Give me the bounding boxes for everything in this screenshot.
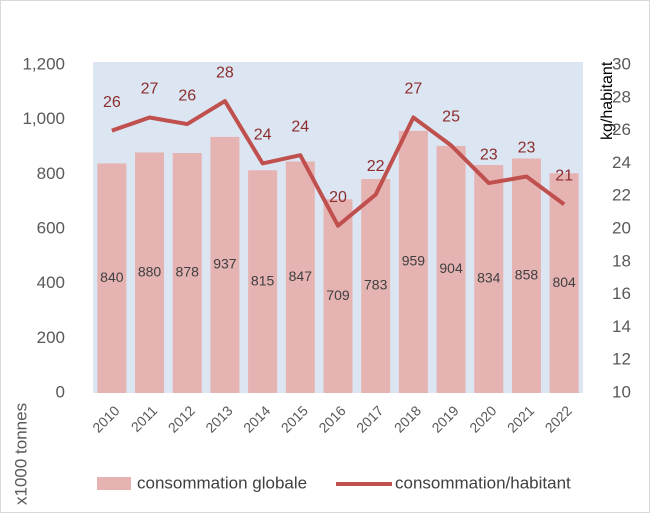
bar (210, 136, 240, 394)
y2-tick-label: 28 (612, 87, 631, 106)
legend-label: consommation globale (137, 473, 307, 492)
bar (474, 165, 504, 393)
line-value-label: 24 (291, 118, 309, 135)
y2-tick-label: 20 (612, 218, 631, 237)
bar-value-label: 840 (100, 269, 124, 285)
line-value-label: 27 (404, 81, 422, 98)
y-axis-label: x1000 tonnes (11, 403, 30, 505)
bar-value-label: 834 (477, 270, 501, 286)
y-tick-label: 1,200 (22, 54, 65, 73)
bar (172, 153, 202, 393)
bar-value-label: 880 (138, 263, 162, 279)
line-value-label: 25 (442, 109, 460, 126)
y-tick-label: 800 (37, 164, 65, 183)
bar (398, 130, 428, 393)
line-value-label: 26 (178, 87, 196, 104)
y-tick-label: 0 (56, 382, 65, 401)
line-value-label: 23 (518, 140, 536, 157)
line-value-label: 23 (480, 146, 498, 163)
legend-label: consommation/habitant (395, 473, 571, 492)
bar-value-label: 878 (176, 264, 200, 280)
bar-value-label: 904 (439, 260, 463, 276)
y2-tick-label: 10 (612, 382, 631, 401)
y2-axis-label: kg/habitant (599, 61, 616, 140)
y2-tick-label: 14 (612, 317, 631, 336)
line (111, 99, 566, 228)
y2-tick-label: 16 (612, 284, 631, 303)
y2-tick-label: 30 (612, 54, 631, 73)
y2-tick-label: 22 (612, 186, 631, 205)
bar-value-label: 804 (552, 274, 576, 290)
y-tick-label: 400 (37, 273, 65, 292)
y-tick-label: 600 (37, 218, 65, 237)
legend-swatch (97, 477, 131, 490)
bar (323, 199, 353, 393)
bar-value-label: 959 (402, 253, 426, 269)
bar-value-label: 858 (515, 266, 539, 282)
line-value-label: 26 (103, 94, 121, 111)
line-value-label: 24 (254, 127, 272, 144)
bar (285, 161, 315, 393)
line-value-label: 21 (555, 168, 573, 185)
bar-value-label: 783 (364, 277, 388, 293)
bar-value-label: 815 (251, 272, 275, 288)
bar (549, 173, 579, 393)
bar (361, 178, 391, 393)
y2-tick-label: 26 (612, 120, 631, 139)
bar-value-label: 937 (213, 256, 237, 272)
y2-tick-label: 12 (612, 350, 631, 369)
bar (135, 152, 165, 393)
y2-tick-label: 24 (612, 153, 631, 172)
line-value-label: 27 (141, 81, 159, 98)
bar (436, 145, 466, 393)
line-value-label: 20 (329, 189, 347, 206)
y-tick-label: 1,000 (22, 109, 65, 128)
bar (248, 170, 278, 393)
line-value-label: 28 (216, 64, 234, 81)
y-tick-label: 200 (37, 328, 65, 347)
bar-value-label: 847 (289, 268, 313, 284)
line-value-label: 22 (367, 158, 385, 175)
bar-value-label: 709 (326, 287, 350, 303)
y2-tick-label: 18 (612, 251, 631, 270)
bar (511, 158, 541, 393)
bar (97, 163, 127, 393)
